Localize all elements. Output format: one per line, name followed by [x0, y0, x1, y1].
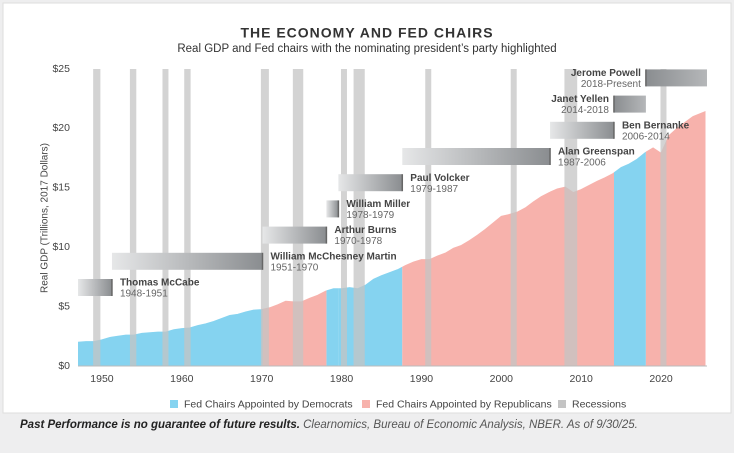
x-tick-label: 2010 [570, 373, 594, 385]
recession-band [510, 69, 517, 366]
y-tick-label: $5 [58, 300, 70, 312]
chair-name: Ben Bernanke [622, 120, 690, 131]
y-axis-label: Real GDP (Trillions, 2017 Dollars) [40, 143, 51, 293]
recession-band [93, 69, 101, 366]
recession-band [660, 69, 667, 366]
legend-label: Fed Chairs Appointed by Democrats [184, 398, 353, 410]
chair-name: William McChesney Martin [271, 251, 397, 262]
y-tick-label: $25 [52, 63, 70, 75]
chair-name: Jerome Powell [571, 68, 641, 79]
chair-term: 1951-1970 [271, 262, 319, 273]
gdp-area [613, 151, 646, 367]
source: Clearnomics, Bureau of Economic Analysis… [303, 419, 638, 431]
recessions [93, 69, 667, 366]
chair-term: 2018-Present [581, 79, 641, 90]
x-tick-label: 2020 [649, 373, 673, 385]
chair-name: Paul Volcker [410, 173, 469, 184]
x-tick-label: 1950 [90, 373, 114, 385]
x-tick-label: 1970 [250, 373, 274, 385]
recession-band [184, 69, 191, 366]
y-tick-label: $10 [52, 241, 70, 253]
recession-band [425, 69, 432, 366]
x-tick-label: 1960 [170, 373, 194, 385]
chart-subtitle: Real GDP and Fed chairs with the nominat… [177, 43, 556, 55]
chair-term-bar [645, 69, 707, 87]
chair-term: 1979-1987 [410, 184, 458, 195]
disclaimer: Past Performance is no guarantee of futu… [20, 419, 300, 431]
x-tick-label: 1980 [330, 373, 354, 385]
chair-term: 1978-1979 [346, 210, 394, 221]
chair-term-bar [78, 279, 112, 296]
gdp-area [326, 288, 339, 367]
legend-swatch [362, 400, 370, 408]
recession-band [340, 69, 347, 366]
legend-swatch [170, 400, 178, 408]
legend-label: Fed Chairs Appointed by Republicans [376, 398, 552, 410]
footer: Past Performance is no guarantee of futu… [20, 419, 638, 431]
chart-title: THE ECONOMY AND FED CHAIRS [240, 25, 493, 41]
chair-name: Alan Greenspan [558, 147, 635, 158]
recession-band [129, 69, 137, 366]
recession-band [162, 69, 169, 366]
gdp-area [550, 172, 614, 367]
recession-band [353, 69, 365, 366]
recession-band [292, 69, 304, 366]
chair-name: William Miller [346, 199, 410, 210]
chair-name: Arthur Burns [334, 225, 397, 236]
chair-name: Thomas McCabe [120, 278, 200, 289]
recession-band [564, 69, 578, 366]
chair-term-bar [550, 121, 614, 139]
chair-term-bar [402, 148, 551, 165]
chair-term-bar [326, 200, 339, 218]
chair-term: 1970-1978 [334, 236, 382, 247]
chair-term-bar [111, 252, 263, 270]
legend-label: Recessions [572, 398, 626, 410]
chair-term: 1948-1951 [120, 289, 168, 300]
chair-term: 2014-2018 [561, 105, 609, 116]
recession-band [260, 69, 269, 366]
x-tick-label: 2000 [490, 373, 514, 385]
chair-term-bar [338, 174, 403, 192]
chair-name: Janet Yellen [551, 94, 609, 105]
x-tick-label: 1990 [410, 373, 434, 385]
chair-term-bar [613, 95, 646, 113]
y-tick-label: $20 [52, 122, 70, 134]
y-tick-label: $15 [52, 182, 70, 194]
chair-term: 2006-2014 [622, 131, 670, 142]
chair-term-bar [262, 226, 327, 244]
axes: $0 $5 $10 $15 $20 $25 1950 1960 1970 1980 1990 2000… [52, 63, 707, 410]
legend-swatch [558, 400, 566, 408]
y-tick-label: $0 [58, 360, 70, 372]
gdp-area [645, 111, 706, 367]
chair-term: 1987-2006 [558, 158, 606, 169]
